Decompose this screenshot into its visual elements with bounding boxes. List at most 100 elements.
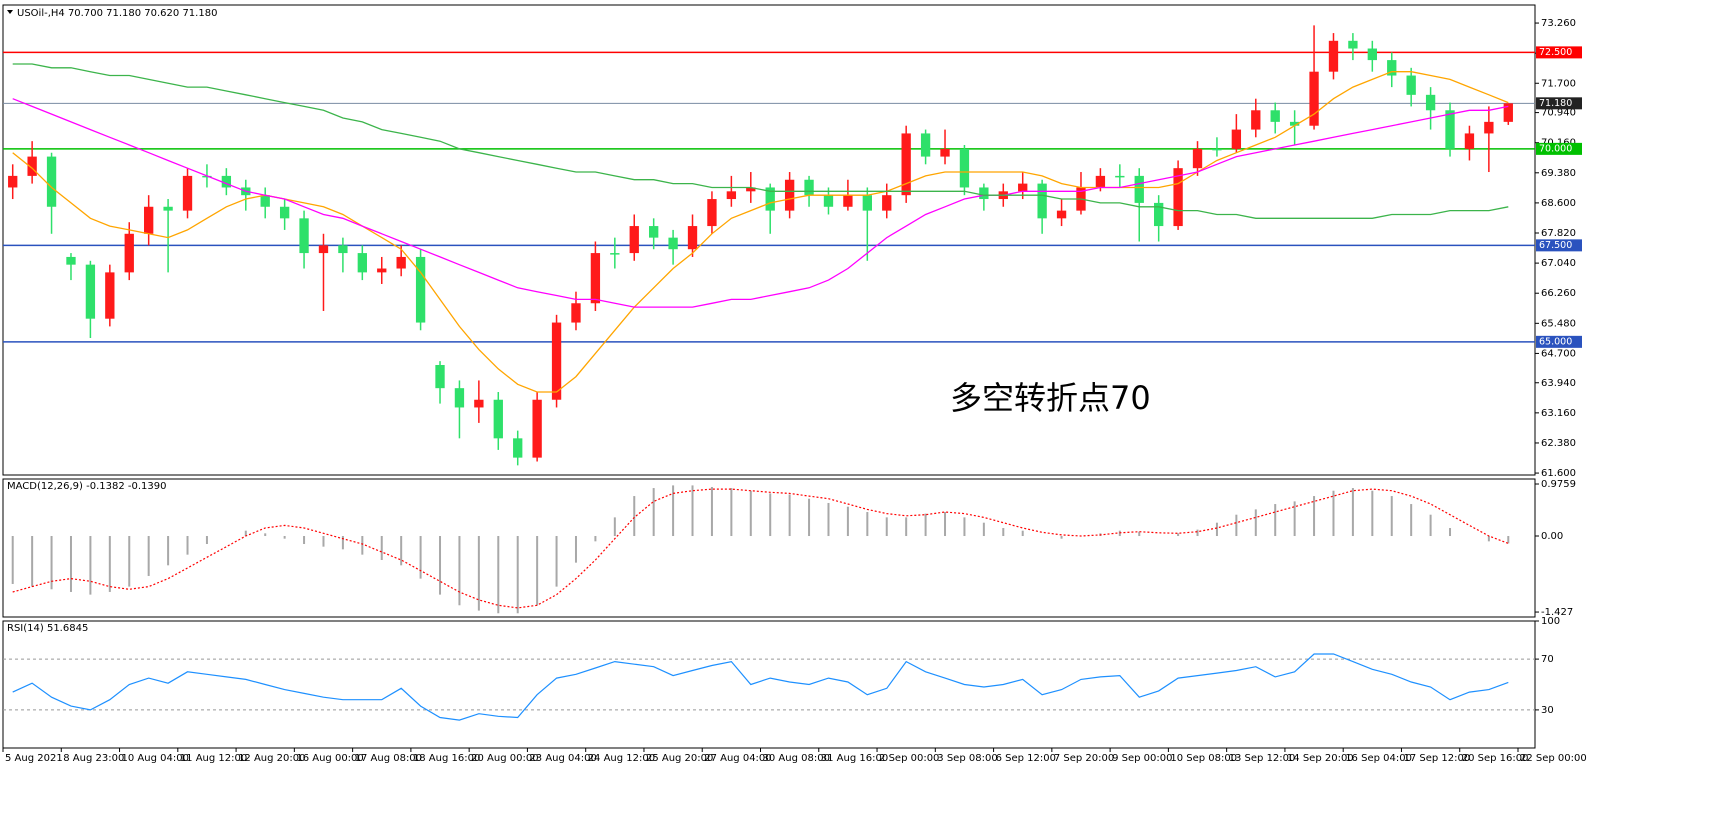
level-price-label: 65.000 bbox=[1539, 336, 1572, 347]
candle-body bbox=[784, 179, 795, 211]
x-tick-label: 11 Aug 12:00 bbox=[180, 753, 247, 764]
y-tick-label: 62.380 bbox=[1541, 438, 1576, 449]
macd-bar bbox=[108, 536, 111, 592]
candle-body bbox=[707, 199, 717, 227]
candle-body bbox=[1445, 110, 1455, 149]
y-tick-label: 68.600 bbox=[1541, 198, 1576, 209]
x-tick-label: 6 Sep 12:00 bbox=[996, 753, 1056, 764]
candle-body bbox=[1270, 110, 1280, 122]
candle-body bbox=[27, 156, 37, 176]
macd-bar bbox=[1351, 488, 1354, 537]
macd-bar bbox=[1449, 528, 1452, 537]
candle-body bbox=[1231, 129, 1242, 149]
x-tick-label: 13 Sep 12:00 bbox=[1229, 753, 1296, 764]
candle-body bbox=[318, 245, 329, 254]
candle-body bbox=[435, 365, 445, 389]
macd-bar bbox=[458, 536, 461, 606]
macd-bar bbox=[1021, 530, 1024, 537]
candle-body bbox=[1056, 210, 1067, 219]
macd-bar bbox=[1390, 496, 1393, 537]
candle-body bbox=[1425, 94, 1436, 111]
macd-bar bbox=[730, 488, 733, 537]
y-tick-label: 69.380 bbox=[1541, 168, 1576, 179]
macd-bar bbox=[1235, 514, 1238, 537]
candle-body bbox=[1115, 175, 1125, 178]
macd-bar bbox=[31, 536, 34, 587]
macd-bar bbox=[1177, 533, 1180, 537]
macd-bar bbox=[594, 536, 597, 542]
macd-bar bbox=[322, 536, 325, 547]
candle-body bbox=[454, 388, 465, 408]
macd-bar bbox=[439, 536, 442, 595]
macd-bar bbox=[536, 536, 539, 606]
macd-bar bbox=[147, 536, 150, 576]
candle-body bbox=[1018, 183, 1028, 192]
macd-bar bbox=[89, 536, 92, 595]
macd-bar bbox=[477, 536, 480, 611]
candle-body bbox=[823, 195, 834, 207]
x-tick-label: 8 Aug 23:00 bbox=[63, 753, 124, 764]
x-tick-label: 23 Aug 04:00 bbox=[529, 753, 596, 764]
x-tick-label: 16 Aug 00:00 bbox=[296, 753, 363, 764]
level-price-box bbox=[1536, 142, 1582, 155]
macd-bar bbox=[691, 485, 694, 537]
y-tick-label: 63.940 bbox=[1541, 378, 1576, 389]
level-price-box bbox=[1536, 239, 1582, 252]
macd-bar bbox=[380, 536, 383, 560]
macd-bar bbox=[1254, 509, 1257, 537]
rsi-line bbox=[12, 653, 1509, 721]
chart-title: USOil-,H4 70.700 71.180 70.620 71.180 bbox=[17, 8, 217, 19]
macd-bar bbox=[1313, 496, 1316, 537]
x-tick-label: 17 Sep 12:00 bbox=[1403, 753, 1470, 764]
candle-body bbox=[124, 233, 134, 273]
x-tick-label: 12 Aug 20:00 bbox=[238, 753, 305, 764]
candle-body bbox=[843, 195, 853, 207]
symbol-menu-arrow[interactable] bbox=[7, 10, 13, 14]
candle-body bbox=[66, 256, 76, 265]
y-tick-label: 100 bbox=[1541, 616, 1560, 627]
candle-body bbox=[260, 195, 270, 207]
macd-bar bbox=[11, 536, 14, 584]
candle-body bbox=[221, 175, 232, 188]
macd-bar bbox=[341, 536, 344, 550]
macd-bar bbox=[419, 536, 422, 579]
candle-body bbox=[804, 179, 814, 196]
candle-body bbox=[1251, 110, 1261, 130]
macd-bar bbox=[1429, 514, 1432, 537]
macd-title: MACD(12,26,9) -0.1382 -0.1390 bbox=[7, 481, 167, 492]
level-price-label: 72.500 bbox=[1539, 47, 1572, 58]
macd-bar bbox=[128, 536, 131, 587]
level-price-label: 67.500 bbox=[1539, 240, 1572, 251]
rsi-title: RSI(14) 51.6845 bbox=[7, 623, 88, 634]
candle-body bbox=[202, 175, 212, 178]
macd-bar bbox=[808, 498, 811, 537]
annotation: 多空转折点70 bbox=[950, 379, 1151, 417]
candle-body bbox=[1503, 103, 1513, 122]
macd-bar bbox=[710, 486, 713, 537]
y-tick-label: 67.820 bbox=[1541, 228, 1576, 239]
macd-bar bbox=[672, 485, 675, 537]
x-tick-label: 20 Aug 00:00 bbox=[471, 753, 538, 764]
macd-bar bbox=[497, 536, 500, 614]
moving-average bbox=[12, 98, 1509, 308]
candle-body bbox=[513, 438, 523, 458]
macd-bar bbox=[1060, 536, 1063, 539]
candle-body bbox=[182, 175, 193, 211]
moving-average bbox=[12, 63, 1509, 219]
candle-body bbox=[959, 148, 970, 188]
candle-body bbox=[649, 226, 659, 238]
candle-body bbox=[940, 148, 950, 157]
candle-body bbox=[979, 187, 989, 200]
candle-body bbox=[46, 156, 57, 207]
macd-bar bbox=[963, 517, 966, 537]
macd-bar bbox=[1507, 536, 1510, 544]
candle-body bbox=[1154, 202, 1164, 227]
candle-body bbox=[357, 253, 367, 273]
candle-body bbox=[1328, 40, 1339, 72]
macd-bar bbox=[1138, 531, 1141, 537]
macd-bar bbox=[167, 536, 170, 566]
candle-body bbox=[862, 195, 872, 211]
macd-bar bbox=[1293, 501, 1296, 537]
candle-body bbox=[299, 218, 309, 254]
